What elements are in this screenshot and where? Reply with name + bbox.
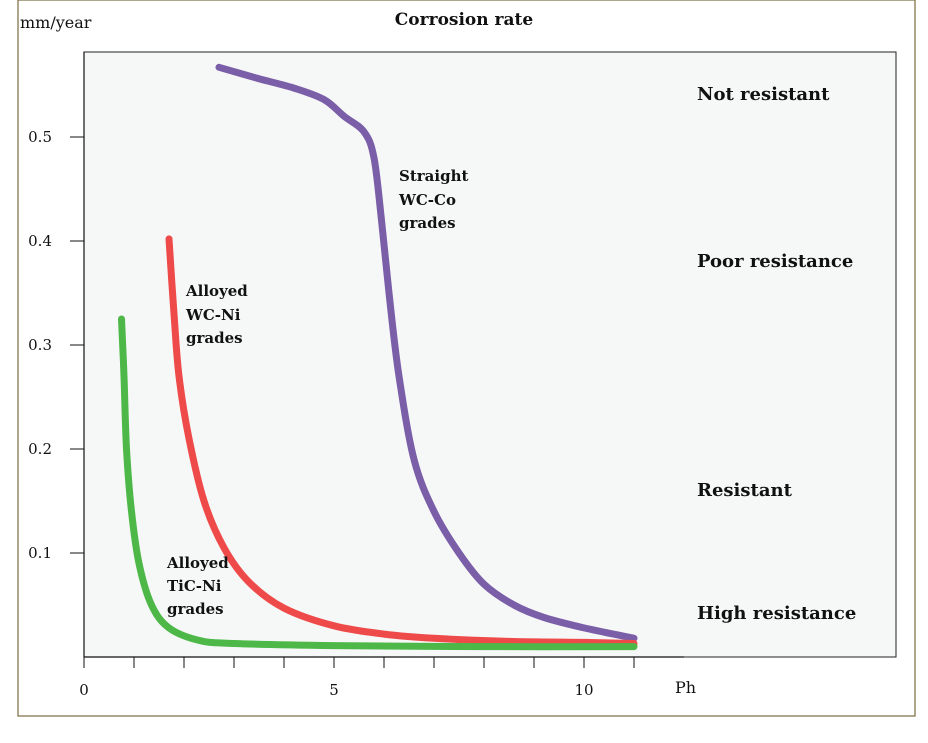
series-labels: Straight WC-Co grades Alloyed WC-Ni grad… <box>166 167 468 618</box>
y-tick-label-0.4: 0.4 <box>28 232 52 250</box>
wc-co-label-line-3: grades <box>399 214 456 232</box>
tic-ni-label-line-3: grades <box>167 600 224 618</box>
chart-title: Corrosion rate <box>395 10 534 30</box>
wc-ni-label-line-1: Alloyed <box>185 282 248 300</box>
y-axis-label: mm/year <box>20 13 92 32</box>
x-ticks: 0 5 10 <box>79 657 635 699</box>
wc-co-label-line-2: WC-Co <box>398 191 456 209</box>
zone-high-resistance: High resistance <box>697 603 856 624</box>
x-tick-label-10: 10 <box>574 681 593 699</box>
x-tick-label-0: 0 <box>79 681 89 699</box>
zone-not-resistant: Not resistant <box>697 84 830 105</box>
zone-poor-resistance: Poor resistance <box>697 251 853 272</box>
y-tick-label-0.5: 0.5 <box>28 128 52 146</box>
wc-ni-label-line-2: WC-Ni <box>185 306 241 324</box>
wc-co-label-line-1: Straight <box>399 167 468 185</box>
axes: 0 5 10 0.1 0.2 0.3 0.4 0.5 <box>28 52 684 699</box>
series-line-straight-wc-co-grades <box>215 63 638 642</box>
series-lines <box>118 63 638 651</box>
tic-ni-label-line-2: TiC-Ni <box>167 577 222 595</box>
resistance-zones: Not resistant Poor resistance Resistant … <box>697 84 856 624</box>
y-tick-label-0.1: 0.1 <box>28 544 52 562</box>
series-line-alloyed-wc-ni-grades <box>165 235 638 647</box>
x-tick-label-5: 5 <box>329 681 339 699</box>
tic-ni-label-line-1: Alloyed <box>166 554 229 572</box>
y-tick-label-0.3: 0.3 <box>28 336 52 354</box>
series-line-alloyed-tic-ni-grades <box>118 315 638 651</box>
y-ticks: 0.1 0.2 0.3 0.4 0.5 <box>28 128 84 562</box>
y-tick-label-0.2: 0.2 <box>28 440 52 458</box>
plot-area <box>83 51 897 658</box>
zone-resistant: Resistant <box>697 480 793 501</box>
wc-ni-label-line-3: grades <box>186 329 243 347</box>
x-axis-label: Ph <box>675 678 696 697</box>
